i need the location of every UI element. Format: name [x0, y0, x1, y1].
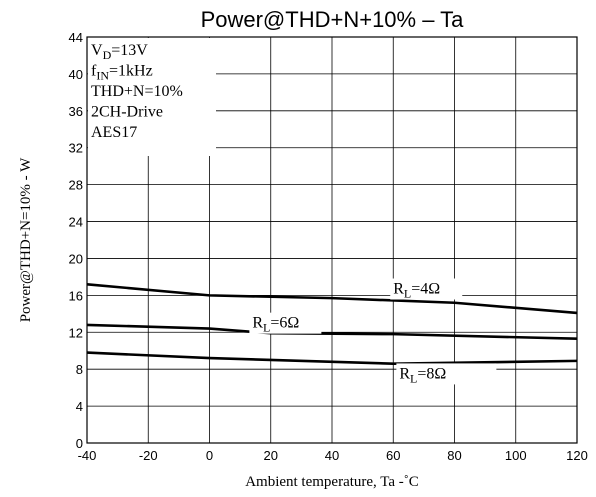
y-tick-label: 8	[76, 362, 83, 377]
series-label-3: RL=8Ω	[399, 365, 446, 385]
series-label-bg	[390, 278, 463, 300]
y-tick-label: 24	[69, 215, 83, 230]
series-label-bg	[249, 312, 322, 334]
y-tick-label: 12	[69, 325, 83, 340]
annotation-line: 2CH-Drive	[91, 104, 163, 121]
y-axis-label: Power@THD+N=10% - W	[18, 157, 34, 322]
y-tick-label: 0	[76, 436, 83, 451]
series-label-bg	[396, 363, 497, 385]
series-labels: RL=4Ω RL=6Ω RL=8Ω	[249, 278, 497, 385]
x-tick-label: 0	[206, 448, 213, 463]
annotation-box	[88, 38, 216, 156]
series-label-1: RL=4Ω	[393, 281, 440, 301]
y-tick-label: 16	[69, 288, 83, 303]
annotation-line: VD=13V	[91, 42, 148, 62]
y-tick-label: 32	[69, 141, 83, 156]
series-line-1	[86, 282, 578, 315]
x-tick-label: 100	[505, 448, 527, 463]
y-tick-label: 36	[69, 104, 83, 119]
y-tick-label: 40	[69, 67, 83, 82]
x-tick-label: 40	[325, 448, 339, 463]
annotation-line: fIN=1kHz	[91, 63, 153, 83]
series-line-3	[86, 351, 578, 365]
annotation-line: AES17	[91, 124, 137, 141]
x-tick-label: -20	[139, 448, 158, 463]
y-tick-label: 4	[76, 399, 83, 414]
x-axis-label: Ambient temperature, Ta -˚C	[245, 474, 419, 490]
chart-title: Power@THD+N+10% – Ta	[201, 7, 465, 32]
x-tick-label: 60	[386, 448, 400, 463]
x-tick-label: 20	[264, 448, 278, 463]
x-tick-label: 80	[447, 448, 461, 463]
tick-labels: -40 -20 0 20 40 60 80 100 120 0 4 8 12 16 20 24 28 32 36 40…	[69, 30, 588, 463]
plot-frame	[86, 36, 578, 444]
annotation-line: THD+N=10%	[91, 83, 183, 100]
x-tick-label: -40	[78, 448, 97, 463]
y-tick-label: 44	[69, 30, 83, 45]
grid	[87, 37, 577, 443]
x-tick-label: 120	[566, 448, 588, 463]
series-label-2: RL=6Ω	[252, 315, 299, 335]
y-tick-label: 28	[69, 178, 83, 193]
y-tick-label: 20	[69, 251, 83, 266]
